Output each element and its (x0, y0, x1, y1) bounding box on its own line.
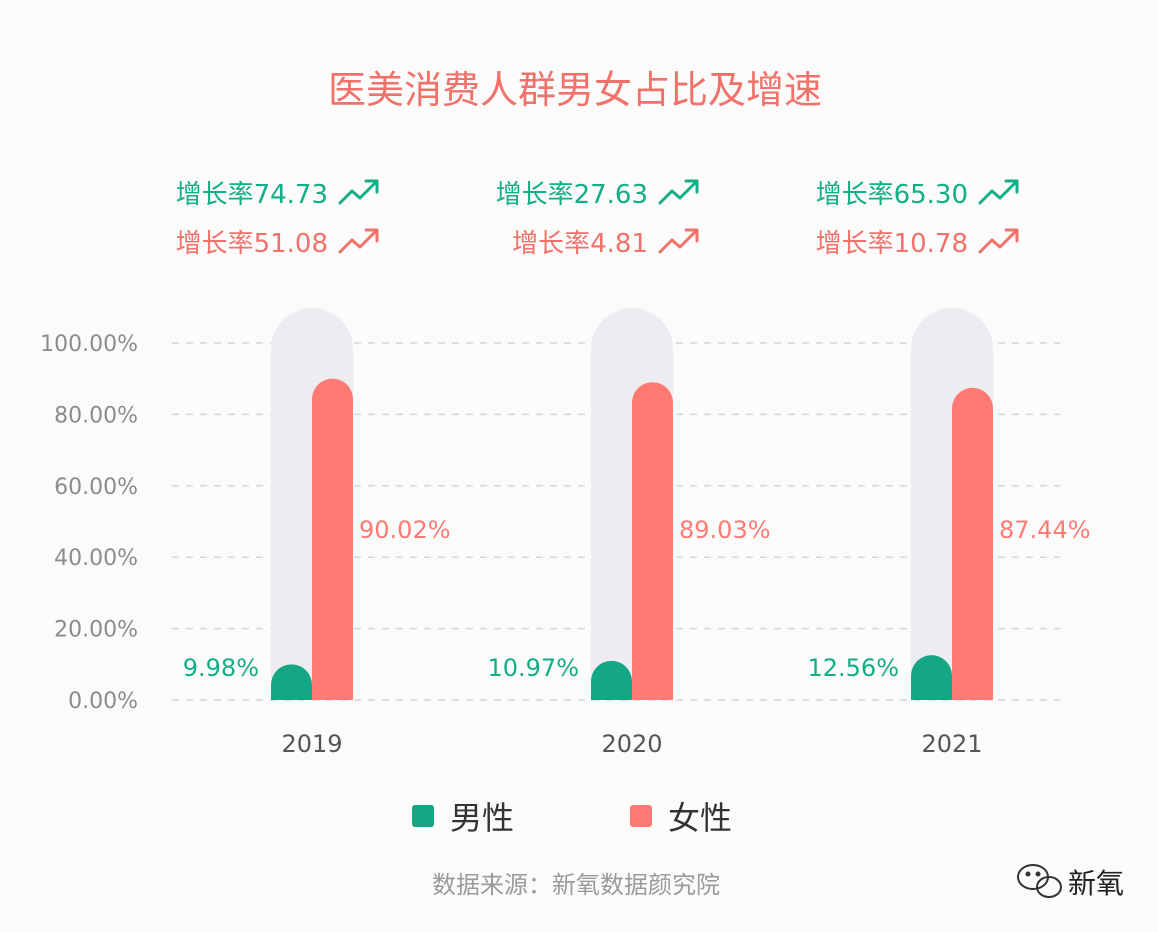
legend-label-male: 男性 (450, 799, 514, 837)
bar-male (591, 660, 632, 700)
growth-rate-male: 增长率65.30 (816, 180, 968, 210)
trend-up-arrow-icon-head (684, 228, 699, 243)
x-axis-categories: 2019 2020 2021 (281, 730, 982, 758)
trend-up-arrow-icon-head (684, 179, 699, 194)
growth-rate-male: 增长率74.73 (176, 180, 328, 210)
legend-swatch-male (412, 805, 434, 827)
bar-female (952, 387, 993, 700)
x-category-label: 2019 (281, 730, 342, 758)
x-category-label: 2020 (601, 730, 662, 758)
trend-up-arrow-icon-head (364, 228, 379, 243)
trend-up-arrow-icon-head (364, 179, 379, 194)
y-tick-label: 20.00% (54, 618, 138, 643)
brand-name: 新氧 (1068, 867, 1124, 900)
trend-up-arrow-icon (338, 229, 378, 254)
trend-up-arrow-icon-head (1004, 179, 1019, 194)
y-tick-label: 80.00% (54, 403, 138, 428)
trend-up-arrow-icon (978, 180, 1018, 205)
value-label-female: 90.02% (359, 516, 451, 544)
trend-up-arrow-icon (978, 229, 1018, 254)
y-tick-label: 60.00% (54, 475, 138, 500)
value-label-female: 89.03% (679, 516, 771, 544)
growth-rate-female: 增长率51.08 (176, 229, 328, 259)
trend-up-arrow-icon (338, 180, 378, 205)
bar-male (911, 655, 952, 700)
x-category-label: 2021 (921, 730, 982, 758)
legend-label-female: 女性 (668, 799, 732, 837)
legend: 男性 女性 (412, 799, 732, 837)
growth-rate-female: 增长率10.78 (816, 229, 968, 259)
y-tick-label: 0.00% (68, 689, 138, 714)
value-label-female: 87.44% (999, 516, 1091, 544)
growth-rate-male: 增长率27.63 (496, 180, 648, 210)
y-tick-label: 100.00% (40, 332, 138, 357)
bar-male (271, 664, 312, 700)
bar-female (312, 378, 353, 700)
bars (271, 308, 993, 700)
value-label-male: 9.98% (183, 654, 259, 682)
growth-rate-female: 增长率4.81 (512, 229, 648, 259)
trend-up-arrow-icon-head (1004, 228, 1019, 243)
trend-up-arrow-icon (658, 229, 698, 254)
wechat-logo-icon (1017, 864, 1062, 898)
y-axis-ticks: 100.00% 80.00% 60.00% 40.00% 20.00% 0.00% (40, 332, 138, 714)
trend-up-arrow-icon (658, 180, 698, 205)
value-label-male: 12.56% (807, 654, 899, 682)
value-label-male: 10.97% (487, 654, 579, 682)
y-tick-label: 40.00% (54, 546, 138, 571)
chart-title: 医美消费人群男女占比及增速 (328, 68, 822, 112)
source-note: 数据来源：新氧数据颜究院 (432, 871, 720, 899)
legend-swatch-female (630, 805, 652, 827)
bar-female (632, 382, 673, 700)
value-labels: 9.98% 90.02% 10.97% 89.03% 12.56% 87.44% (183, 516, 1091, 682)
growth-rates: 增长率74.73 增长率51.08 增长率27.63 增长率4.81 增长率65.30 增… (176, 179, 1019, 259)
